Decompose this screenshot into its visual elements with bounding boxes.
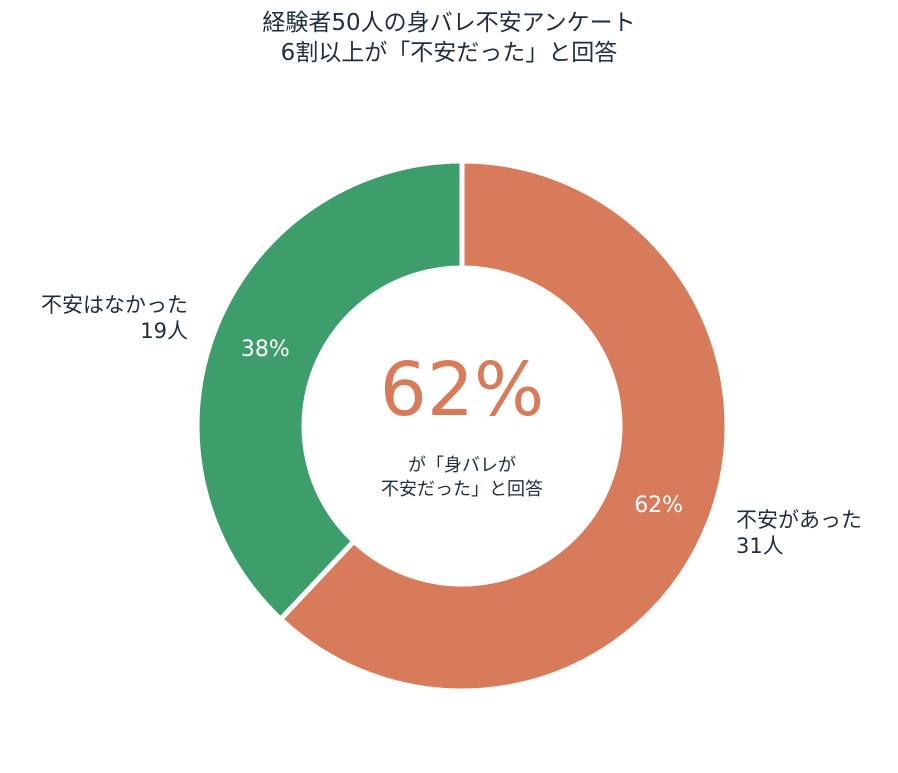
slice-percent-label-2: 38% (241, 337, 290, 362)
chart-title: 経験者50人の身バレ不安アンケート 6割以上が「不安だった」と回答 (0, 8, 898, 68)
center-percentage: 62% (379, 347, 545, 433)
slice-percent-label-1: 62% (634, 493, 683, 518)
chart-title-line-1: 経験者50人の身バレ不安アンケート (262, 10, 636, 36)
donut-slice-1 (277, 158, 730, 694)
center-caption: が「身バレが 不安だった」と回答 (312, 454, 612, 502)
donut-slice-2 (194, 158, 465, 623)
center-caption-line-2: 不安だった」と回答 (381, 479, 543, 500)
slice-label-2: 不安はなかった 19人 (0, 292, 188, 344)
slice-label-1: 不安があった 31人 (736, 507, 862, 559)
slice-label-1-line-2: 31人 (736, 534, 784, 558)
slice-label-1-line-1: 不安があった (736, 508, 862, 532)
chart-title-line-2: 6割以上が「不安だった」と回答 (280, 40, 618, 66)
slice-label-2-line-2: 19人 (140, 319, 188, 343)
center-caption-line-1: が「身バレが (408, 455, 516, 476)
slice-label-2-line-1: 不安はなかった (41, 293, 188, 317)
